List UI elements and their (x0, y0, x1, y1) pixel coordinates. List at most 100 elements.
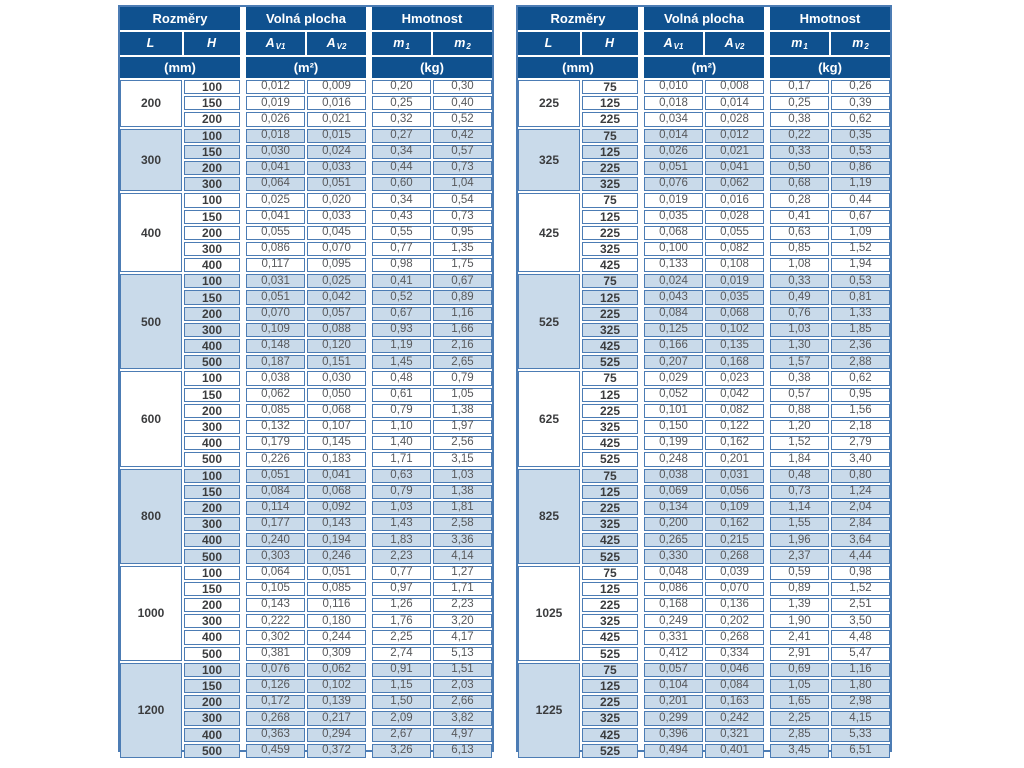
value-cell: 0,033 (307, 160, 366, 176)
h-value-cell: 400 (184, 727, 240, 742)
value-cell: 0,062 (307, 662, 366, 677)
h-value-cell: 225 (582, 598, 638, 613)
h-value-cell: 325 (582, 322, 638, 337)
value-cell: 0,242 (705, 711, 764, 726)
value-cell: 1,75 (433, 258, 492, 273)
value-cell: 0,200 (644, 517, 703, 532)
value-cell: 0,070 (246, 306, 305, 321)
value-cell: 2,04 (831, 500, 890, 516)
value-cell: 1,55 (770, 517, 829, 532)
value-cell: 3,36 (433, 533, 492, 548)
value-cell: 0,151 (307, 355, 366, 370)
value-cell: 3,50 (831, 614, 890, 629)
h-value-cell: 500 (184, 743, 240, 758)
value-cell: 2,25 (770, 711, 829, 726)
value-cell: 2,16 (433, 339, 492, 354)
h-value-cell: 325 (582, 614, 638, 629)
value-cell: 0,79 (433, 371, 492, 386)
value-cell: 1,24 (831, 484, 890, 499)
h-value-cell: 100 (184, 80, 240, 95)
value-cell: 0,25 (770, 96, 829, 111)
table-group-header: Volná plocha (246, 7, 366, 30)
value-cell: 0,025 (307, 274, 366, 289)
l-value-cell: 225 (518, 80, 580, 127)
column-header: L (518, 32, 580, 55)
table-group-header: Hmotnost (372, 7, 492, 30)
value-cell: 4,14 (433, 549, 492, 564)
l-value-cell: 625 (518, 371, 580, 467)
value-cell: 0,98 (831, 565, 890, 580)
value-cell: 0,201 (644, 695, 703, 710)
value-cell: 0,172 (246, 695, 305, 710)
column-header-sub: 1 (803, 41, 808, 51)
value-cell: 0,108 (705, 258, 764, 273)
value-cell: 0,057 (307, 306, 366, 321)
value-cell: 0,056 (705, 484, 764, 499)
value-cell: 0,459 (246, 743, 305, 758)
value-cell: 1,65 (770, 695, 829, 710)
l-value-cell: 400 (120, 193, 182, 273)
l-value-cell: 300 (120, 128, 182, 192)
value-cell: 0,068 (705, 306, 764, 321)
value-cell: 4,97 (433, 727, 492, 742)
value-cell: 0,41 (372, 274, 431, 289)
h-value-cell: 300 (184, 322, 240, 337)
value-cell: 0,019 (644, 193, 703, 208)
value-cell: 2,67 (372, 727, 431, 742)
value-cell: 0,088 (307, 322, 366, 337)
value-cell: 4,15 (831, 711, 890, 726)
h-value-cell: 125 (582, 290, 638, 305)
h-value-cell: 75 (582, 80, 638, 95)
column-header-sub: 2 (466, 41, 471, 51)
value-cell: 3,40 (831, 452, 890, 467)
value-cell: 3,82 (433, 711, 492, 726)
value-cell: 0,268 (246, 711, 305, 726)
value-cell: 1,09 (831, 225, 890, 240)
value-cell: 1,83 (372, 533, 431, 548)
value-cell: 0,100 (644, 241, 703, 257)
value-cell: 0,381 (246, 646, 305, 661)
h-value-cell: 75 (582, 468, 638, 483)
value-cell: 0,034 (644, 112, 703, 127)
value-cell: 0,041 (246, 209, 305, 224)
value-cell: 0,162 (705, 517, 764, 532)
value-cell: 1,52 (831, 581, 890, 596)
value-cell: 0,57 (433, 144, 492, 159)
value-cell: 0,016 (705, 193, 764, 208)
value-cell: 0,32 (372, 112, 431, 127)
column-header-sub: V1 (275, 41, 286, 51)
value-cell: 1,56 (831, 403, 890, 418)
value-cell: 1,35 (433, 241, 492, 257)
value-cell: 0,67 (433, 274, 492, 289)
value-cell: 0,042 (705, 387, 764, 402)
value-cell: 1,15 (372, 678, 431, 694)
value-cell: 2,09 (372, 711, 431, 726)
value-cell: 0,041 (705, 160, 764, 176)
value-cell: 0,012 (246, 80, 305, 95)
unit-header: (kg) (372, 57, 492, 78)
value-cell: 2,41 (770, 630, 829, 645)
column-header-sub: 2 (864, 41, 869, 51)
value-cell: 4,17 (433, 630, 492, 645)
column-header-base: A (663, 36, 673, 51)
value-cell: 0,268 (705, 630, 764, 645)
value-cell: 0,69 (770, 662, 829, 677)
h-value-cell: 75 (582, 128, 638, 143)
value-cell: 2,18 (831, 419, 890, 435)
value-cell: 0,026 (246, 112, 305, 127)
value-cell: 0,401 (705, 743, 764, 758)
value-cell: 0,068 (307, 403, 366, 418)
value-cell: 0,064 (246, 565, 305, 580)
unit-header: (m²) (246, 57, 366, 78)
value-cell: 1,94 (831, 258, 890, 273)
value-cell: 0,34 (372, 144, 431, 159)
value-cell: 0,73 (770, 484, 829, 499)
value-cell: 0,045 (307, 225, 366, 240)
value-cell: 0,009 (307, 80, 366, 95)
h-value-cell: 225 (582, 500, 638, 516)
value-cell: 0,117 (246, 258, 305, 273)
value-cell: 0,334 (705, 646, 764, 661)
value-cell: 0,48 (372, 371, 431, 386)
h-value-cell: 400 (184, 630, 240, 645)
value-cell: 0,85 (770, 241, 829, 257)
